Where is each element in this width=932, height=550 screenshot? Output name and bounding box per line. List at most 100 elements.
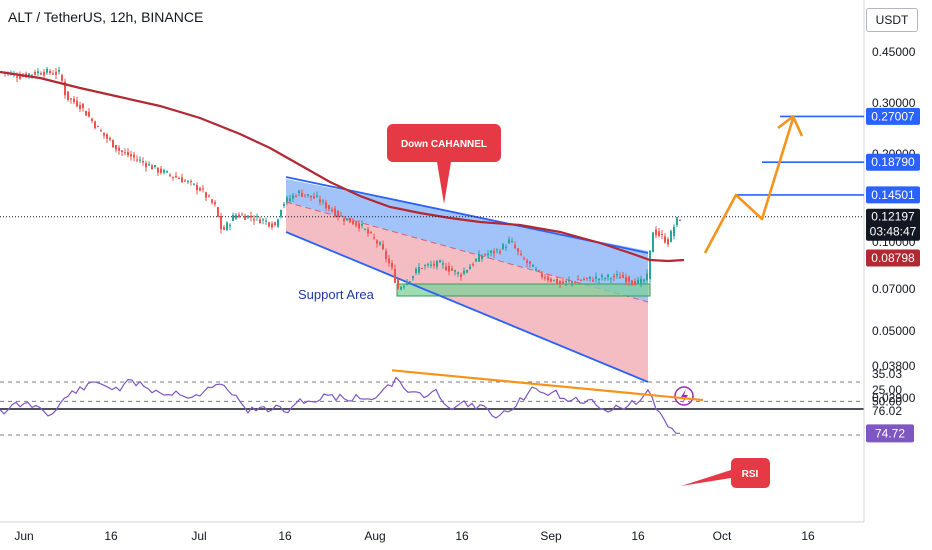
candle-body xyxy=(163,170,165,173)
candle xyxy=(601,273,603,281)
candle xyxy=(439,259,441,263)
candle xyxy=(172,176,174,181)
candle-body xyxy=(394,268,396,283)
candle-body xyxy=(376,240,378,244)
candle xyxy=(679,219,681,222)
candle-body xyxy=(148,164,150,166)
candle xyxy=(67,91,69,102)
candle xyxy=(484,253,486,257)
candle xyxy=(310,195,312,201)
candle xyxy=(427,262,429,268)
candle xyxy=(313,192,315,199)
candle xyxy=(421,267,423,270)
candle xyxy=(364,228,366,231)
level-label-text: 0.14501 xyxy=(871,188,915,202)
candle-body xyxy=(52,73,54,75)
candle xyxy=(406,278,408,286)
candle xyxy=(382,240,384,251)
time-tick: 16 xyxy=(801,529,815,543)
candle xyxy=(496,248,498,254)
candle xyxy=(676,216,678,228)
candle-body xyxy=(469,266,471,270)
down-channel-callout: Down CAHANNEL xyxy=(387,124,501,204)
rsi-line xyxy=(0,376,680,434)
candle-body xyxy=(43,72,45,76)
candle xyxy=(145,160,147,172)
candle xyxy=(202,185,204,193)
candle-body xyxy=(133,154,135,158)
rsi-value: 74.72 xyxy=(875,426,905,440)
candle-body xyxy=(679,219,681,221)
candle xyxy=(268,221,270,228)
currency-button[interactable]: USDT xyxy=(866,8,918,32)
candle-body xyxy=(271,223,273,228)
level-label-text: 0.18790 xyxy=(871,155,915,169)
candle-body xyxy=(448,265,450,272)
candle xyxy=(340,211,342,217)
candle-body xyxy=(370,231,372,233)
candle-body xyxy=(601,275,603,277)
candle-body xyxy=(421,268,423,270)
candle xyxy=(637,276,639,285)
candle-body xyxy=(442,263,444,265)
candle xyxy=(367,226,369,237)
candle xyxy=(412,275,414,281)
rsi-axis: 76.02 74.72 50.00 35.03 25.00 xyxy=(866,367,914,443)
candle xyxy=(262,218,264,225)
candle-body xyxy=(127,151,129,156)
candle xyxy=(73,95,75,105)
candle xyxy=(103,132,105,139)
candle-body xyxy=(538,270,540,272)
candle-body xyxy=(499,251,501,254)
candle xyxy=(283,201,285,209)
candle xyxy=(472,262,474,267)
candle xyxy=(124,148,126,156)
candle xyxy=(322,198,324,205)
candle-body xyxy=(112,139,114,148)
candle-body xyxy=(178,178,180,180)
candle xyxy=(133,151,135,162)
support-area-label: Support Area xyxy=(298,287,375,302)
candle-body xyxy=(418,266,420,273)
candle xyxy=(670,229,672,243)
time-tick: Aug xyxy=(364,529,385,543)
candle xyxy=(397,277,399,290)
level-label: 0.14501 xyxy=(866,186,920,204)
time-axis: Jun 16 Jul 16 Aug 16 Sep 16 Oct 16 xyxy=(0,521,864,543)
candle-body xyxy=(319,199,321,203)
candle xyxy=(430,260,432,268)
candle xyxy=(82,102,84,112)
candle xyxy=(328,204,330,212)
down-channel-fill xyxy=(286,179,648,302)
candle xyxy=(541,271,543,280)
candle xyxy=(403,284,405,290)
candle-body xyxy=(235,215,237,219)
time-tick: 16 xyxy=(455,529,469,543)
candle xyxy=(91,117,93,124)
candle-body xyxy=(559,281,561,284)
candle-body xyxy=(166,170,168,173)
candle-body xyxy=(598,278,600,281)
candle xyxy=(190,179,192,186)
candle-body xyxy=(28,73,30,76)
candle-body xyxy=(631,280,633,284)
candle-body xyxy=(298,190,300,194)
candle xyxy=(136,155,138,163)
candle-body xyxy=(187,180,189,182)
candle-body xyxy=(73,98,75,103)
candle-body xyxy=(346,218,348,221)
candle-body xyxy=(34,71,36,75)
candle-body xyxy=(247,215,249,218)
candle-body xyxy=(574,281,576,283)
candle-body xyxy=(604,277,606,279)
candle xyxy=(79,101,81,113)
candle-body xyxy=(439,260,441,263)
candle xyxy=(52,70,54,76)
candle-body xyxy=(241,214,243,216)
candle xyxy=(445,263,447,271)
candle xyxy=(502,242,504,251)
candle-body xyxy=(382,243,384,250)
candle-body xyxy=(592,279,594,282)
candle xyxy=(607,273,609,281)
